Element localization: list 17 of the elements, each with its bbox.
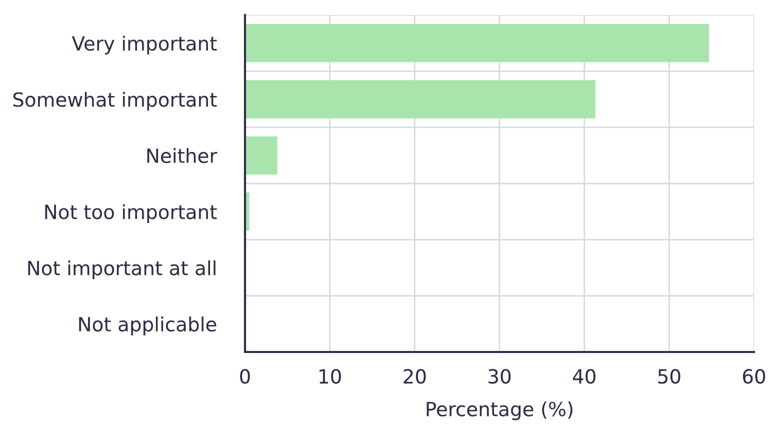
bar bbox=[245, 24, 710, 62]
y-tick-label: Neither bbox=[147, 148, 218, 164]
x-axis-title: Percentage (%) bbox=[426, 401, 572, 420]
y-tick-label: Not too important bbox=[45, 204, 217, 224]
x-tick-label: 40 bbox=[572, 369, 596, 384]
x-tick-label: 20 bbox=[404, 369, 426, 384]
x-tick-label: 10 bbox=[320, 369, 341, 384]
x-tick-label: 30 bbox=[488, 369, 511, 384]
bar bbox=[245, 80, 596, 118]
y-tick-label: Not important at all bbox=[28, 260, 216, 280]
bar bbox=[245, 136, 278, 175]
y-tick-label: Very important bbox=[72, 36, 217, 55]
x-tick-label: 60 bbox=[742, 369, 766, 384]
y-tick-label: Somewhat important bbox=[13, 92, 217, 111]
x-tick-label: 50 bbox=[658, 369, 680, 384]
x-tick-label: 0 bbox=[240, 369, 250, 384]
y-tick-label: Not applicable bbox=[79, 316, 216, 336]
